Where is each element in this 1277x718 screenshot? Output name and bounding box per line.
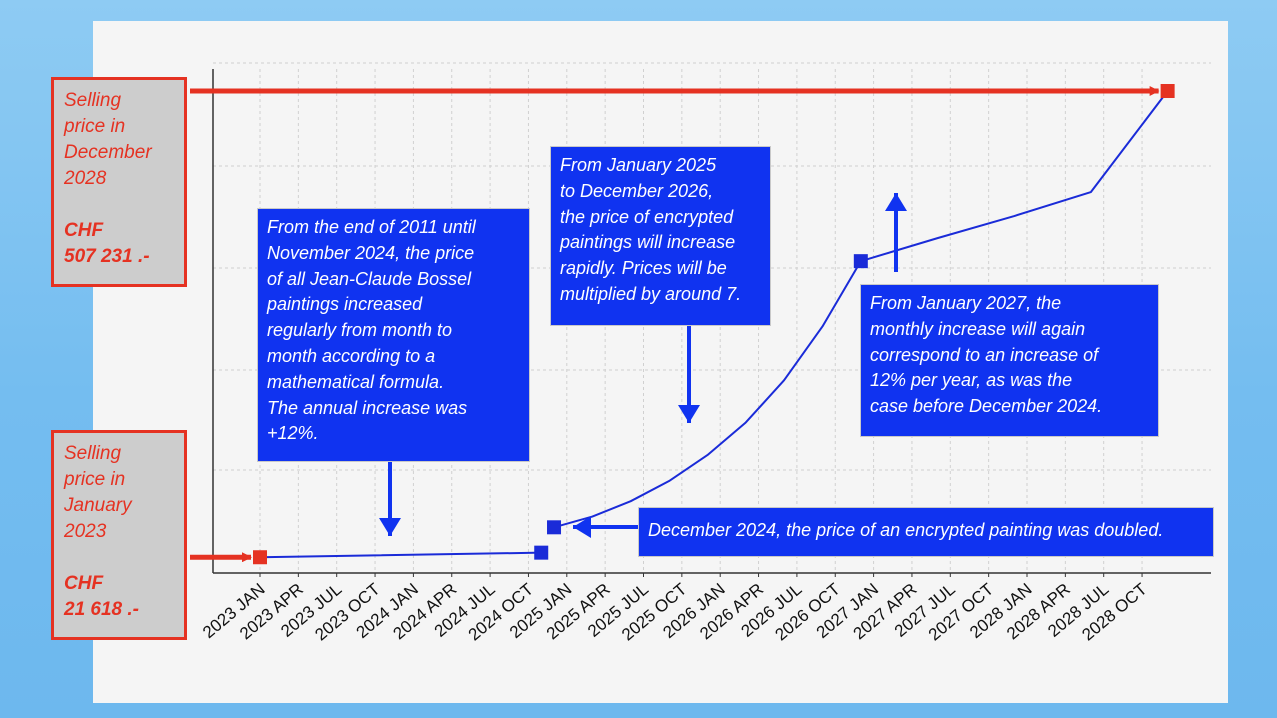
note-second-line-4: paintings will increase: [560, 232, 736, 253]
initial-price-box: Selling price in January 2023 CHF 21 618…: [51, 430, 187, 640]
note-third-line-4: 12% per year, as was the: [870, 370, 1073, 391]
initial-price-value: CHF 21 618 .-: [64, 571, 174, 623]
note-first-line-7: mathematical formula.: [267, 371, 445, 392]
note-third-line-1: From January 2027, the: [870, 293, 1062, 313]
final-price-value: CHF 507 231 .-: [64, 218, 174, 270]
initial-price-text-4: 2023: [64, 521, 107, 542]
note-first-line-2: November 2024, the price: [267, 242, 475, 263]
second-period-arrow-head: [678, 405, 700, 423]
final-price-text-4: 2028: [64, 168, 107, 189]
data-point-marker: [1160, 84, 1175, 98]
initial-price-text-2: price in: [64, 469, 126, 490]
data-point-marker: [253, 550, 267, 565]
data-point-marker: [534, 545, 549, 560]
final-price-text-3: December: [64, 142, 152, 163]
note-doubling: December 2024, the price of an encrypted…: [638, 507, 1214, 557]
note-second-line-1: From January 2025: [560, 155, 717, 175]
note-second-period: From January 2025 to December 2026, the …: [550, 146, 771, 326]
note-first-line-6: month according to a: [267, 345, 436, 366]
note-second-line-5: rapidly. Prices will be: [560, 258, 727, 279]
note-first-line-4: paintings increased: [267, 294, 423, 315]
data-point-marker: [547, 520, 562, 535]
note-first-period: From the end of 2011 until November 2024…: [257, 208, 530, 462]
note-second-line-2: to December 2026,: [560, 180, 714, 201]
note-first-line-1: From the end of 2011 until: [267, 217, 476, 237]
final-price-currency: CHF: [64, 220, 104, 241]
first-period-arrow-head: [379, 518, 401, 536]
price-line: [259, 90, 1169, 559]
note-second-line-6: multiplied by around 7.: [560, 283, 742, 304]
final-price-text-1: Selling: [64, 90, 122, 111]
note-first-line-5: regularly from month to: [267, 320, 453, 341]
final-price-box: Selling price in December 2028 CHF 507 2…: [51, 77, 187, 287]
note-third-line-2: monthly increase will again: [870, 318, 1086, 339]
initial-price-text-3: January: [64, 495, 132, 516]
data-point-marker: [853, 254, 868, 269]
note-doubling-text: December 2024, the price of an encrypted…: [648, 520, 1164, 540]
initial-price-currency: CHF: [64, 573, 104, 594]
note-first-line-9: +12%.: [267, 423, 319, 444]
doubling-arrow-head: [573, 516, 591, 538]
note-third-period: From January 2027, the monthly increase …: [860, 284, 1159, 437]
chart-panel: 2023 JAN 2023 APR 2023 JUL 2023 OCT 2024 JAN…: [51, 21, 1228, 703]
final-price-text-2: price in: [64, 116, 126, 137]
note-third-line-5: case before December 2024.: [870, 396, 1103, 417]
note-first-line-3: of all Jean-Claude Bossel: [267, 268, 472, 289]
note-first-line-8: The annual increase was: [267, 397, 468, 418]
initial-price-amount: 21 618 .-: [64, 599, 139, 620]
note-third-line-3: correspond to an increase of: [870, 344, 1099, 365]
third-period-arrow-head: [885, 193, 907, 211]
initial-price-text-1: Selling: [64, 443, 122, 464]
final-price-amount: 507 231 .-: [64, 246, 150, 267]
note-second-line-3: the price of encrypted: [560, 206, 734, 227]
